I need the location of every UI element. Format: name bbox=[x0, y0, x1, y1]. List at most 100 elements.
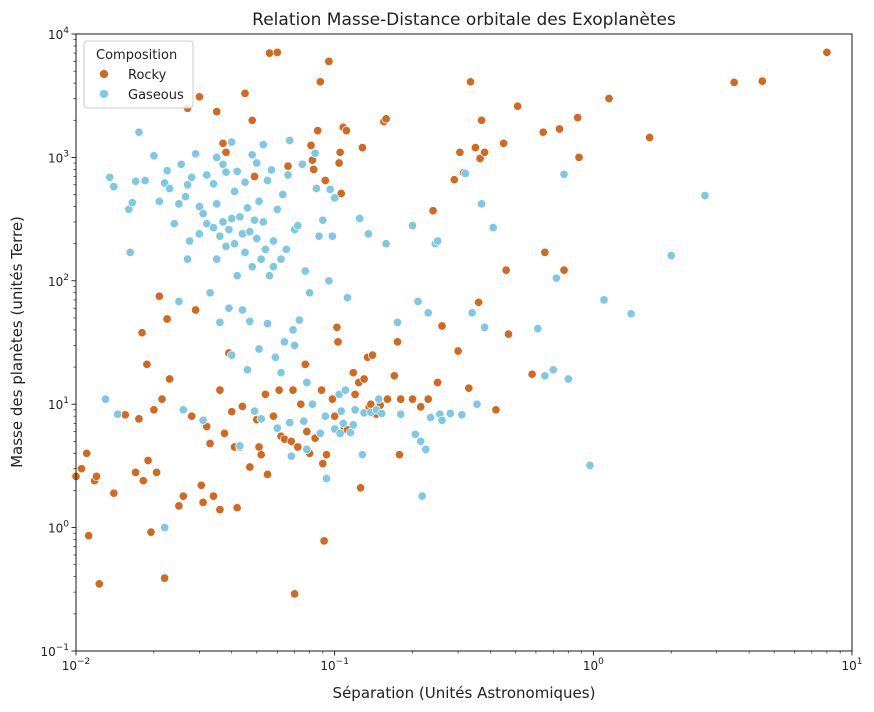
point-gaseous-54 bbox=[235, 212, 245, 222]
point-rocky-134 bbox=[513, 101, 523, 111]
point-gaseous-101 bbox=[299, 416, 309, 426]
point-gaseous-7 bbox=[131, 176, 141, 186]
point-rocky-31 bbox=[198, 497, 208, 507]
point-rocky-73 bbox=[309, 164, 319, 174]
point-gaseous-162 bbox=[559, 169, 569, 179]
point-rocky-133 bbox=[503, 329, 514, 339]
point-gaseous-93 bbox=[285, 418, 295, 428]
point-gaseous-19 bbox=[176, 159, 186, 169]
point-rocky-49 bbox=[247, 115, 257, 125]
point-gaseous-135 bbox=[377, 408, 387, 419]
point-rocky-130 bbox=[491, 405, 501, 415]
x-tick-label-1: 10−1 bbox=[320, 657, 349, 673]
point-gaseous-36 bbox=[212, 152, 222, 162]
point-gaseous-51 bbox=[229, 186, 240, 196]
legend-label-gaseous: Gaseous bbox=[128, 88, 184, 103]
point-rocky-42 bbox=[227, 407, 237, 417]
point-rocky-76 bbox=[315, 77, 325, 87]
point-rocky-123 bbox=[464, 383, 474, 393]
point-gaseous-143 bbox=[417, 491, 427, 501]
legend-marker-gaseous bbox=[99, 89, 109, 99]
point-gaseous-48 bbox=[227, 137, 237, 147]
point-rocky-146 bbox=[822, 47, 832, 57]
point-gaseous-66 bbox=[249, 215, 260, 225]
point-rocky-7 bbox=[109, 488, 119, 498]
point-rocky-75 bbox=[313, 126, 323, 136]
point-gaseous-44 bbox=[221, 167, 231, 177]
point-rocky-88 bbox=[335, 147, 345, 157]
point-gaseous-5 bbox=[127, 198, 137, 208]
point-gaseous-163 bbox=[563, 374, 573, 384]
point-rocky-15 bbox=[146, 527, 156, 537]
point-gaseous-16 bbox=[169, 219, 179, 229]
point-gaseous-32 bbox=[202, 219, 212, 229]
x-tick-label-3: 101 bbox=[841, 657, 862, 673]
point-gaseous-155 bbox=[477, 199, 487, 209]
point-rocky-84 bbox=[330, 411, 340, 421]
point-rocky-97 bbox=[356, 483, 366, 493]
point-gaseous-8 bbox=[134, 127, 144, 137]
point-gaseous-99 bbox=[294, 315, 304, 325]
point-gaseous-119 bbox=[334, 389, 344, 399]
y-tick-label-0: 10−1 bbox=[40, 643, 69, 659]
point-rocky-13 bbox=[142, 359, 152, 369]
point-gaseous-64 bbox=[247, 262, 257, 272]
point-gaseous-77 bbox=[262, 175, 273, 186]
point-gaseous-123 bbox=[340, 385, 350, 395]
point-gaseous-33 bbox=[205, 288, 215, 298]
point-gaseous-3 bbox=[113, 409, 123, 419]
point-gaseous-42 bbox=[218, 159, 228, 169]
point-rocky-12 bbox=[138, 476, 148, 486]
point-gaseous-90 bbox=[281, 244, 291, 254]
point-rocky-89 bbox=[336, 188, 346, 199]
point-rocky-54 bbox=[260, 389, 270, 399]
point-gaseous-107 bbox=[310, 148, 320, 158]
point-gaseous-47 bbox=[227, 213, 237, 224]
point-gaseous-61 bbox=[242, 365, 252, 375]
point-rocky-38 bbox=[218, 138, 228, 148]
point-rocky-11 bbox=[137, 328, 147, 338]
point-rocky-50 bbox=[249, 171, 260, 182]
point-gaseous-46 bbox=[224, 303, 234, 313]
point-gaseous-18 bbox=[174, 199, 184, 209]
point-gaseous-39 bbox=[215, 231, 225, 241]
point-rocky-30 bbox=[196, 480, 206, 490]
point-gaseous-72 bbox=[256, 254, 266, 264]
y-tick-label-3: 102 bbox=[48, 273, 69, 289]
point-gaseous-92 bbox=[285, 135, 295, 146]
point-gaseous-94 bbox=[286, 451, 296, 461]
point-gaseous-109 bbox=[314, 231, 324, 241]
point-rocky-35 bbox=[212, 107, 222, 117]
point-rocky-144 bbox=[729, 77, 739, 87]
point-gaseous-52 bbox=[232, 271, 242, 281]
point-rocky-81 bbox=[321, 450, 332, 460]
point-gaseous-118 bbox=[330, 193, 340, 203]
point-rocky-128 bbox=[475, 153, 485, 164]
point-rocky-139 bbox=[559, 265, 569, 275]
point-gaseous-65 bbox=[247, 150, 257, 160]
point-rocky-120 bbox=[453, 346, 463, 356]
point-rocky-112 bbox=[396, 394, 406, 404]
plot-area-frame bbox=[75, 33, 853, 652]
point-rocky-125 bbox=[470, 143, 480, 153]
point-rocky-62 bbox=[283, 161, 293, 171]
y-axis-label: Masse des planètes (unités Terre) bbox=[8, 216, 26, 468]
x-tick-label-0: 10−2 bbox=[62, 657, 91, 673]
point-rocky-108 bbox=[382, 394, 393, 404]
point-rocky-126 bbox=[474, 297, 484, 307]
point-gaseous-28 bbox=[194, 201, 204, 212]
point-gaseous-75 bbox=[258, 140, 268, 150]
y-tick-label-5: 104 bbox=[48, 26, 69, 42]
point-gaseous-102 bbox=[300, 266, 310, 276]
point-gaseous-86 bbox=[276, 254, 286, 264]
point-rocky-107 bbox=[381, 114, 391, 124]
point-gaseous-131 bbox=[363, 229, 373, 239]
point-gaseous-136 bbox=[381, 239, 391, 249]
point-gaseous-41 bbox=[218, 217, 228, 227]
point-rocky-140 bbox=[573, 113, 583, 123]
point-rocky-1 bbox=[76, 464, 87, 474]
point-rocky-24 bbox=[178, 491, 188, 501]
point-rocky-27 bbox=[187, 411, 197, 421]
chart-title: Relation Masse-Distance orbitale des Exo… bbox=[252, 10, 676, 30]
